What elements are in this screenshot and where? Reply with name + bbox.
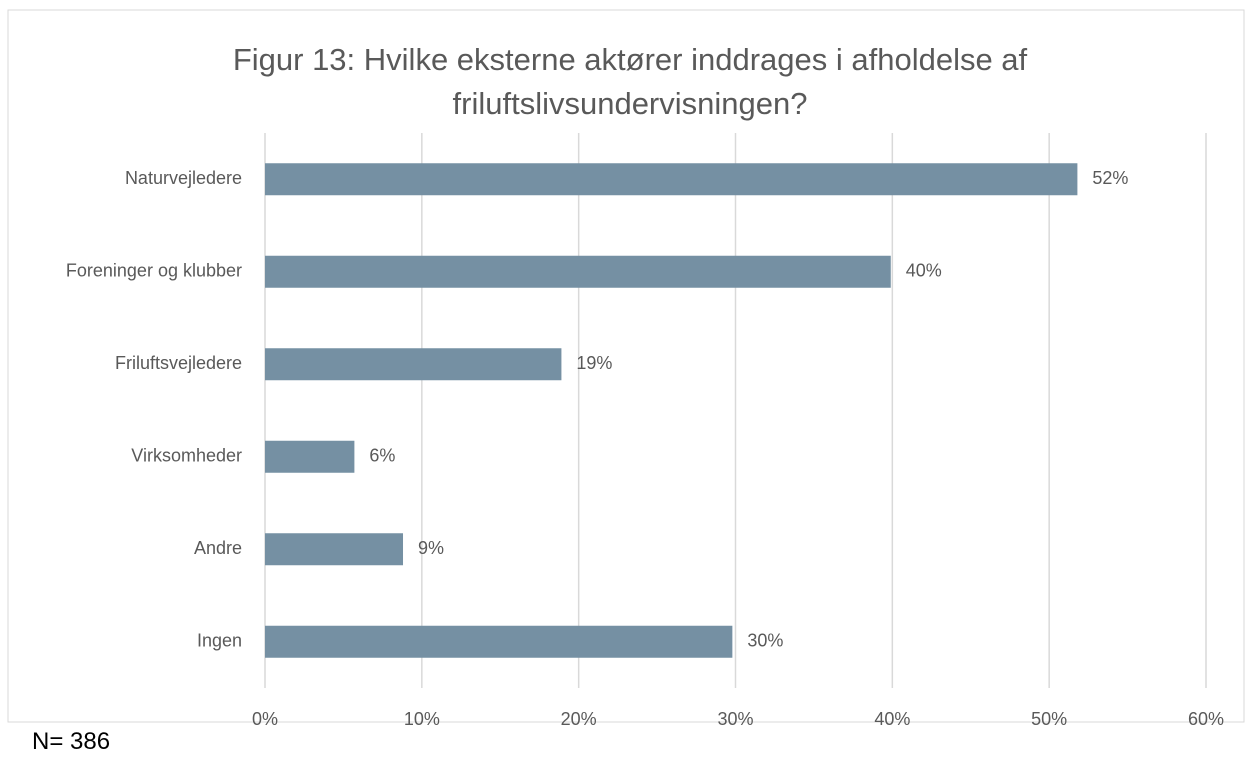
x-tick-label: 10% <box>404 709 440 729</box>
value-label: 40% <box>906 261 942 281</box>
bar <box>265 533 404 566</box>
bar <box>265 255 891 288</box>
x-tick-label: 40% <box>874 709 910 729</box>
value-label: 6% <box>369 446 395 466</box>
x-tick-label: 0% <box>252 709 278 729</box>
bar <box>265 625 733 658</box>
value-label: 19% <box>576 353 612 373</box>
x-tick-label: 20% <box>561 709 597 729</box>
y-tick-label: Naturvejledere <box>125 168 242 188</box>
y-tick-label: Virksomheder <box>131 446 242 466</box>
value-label: 30% <box>747 631 783 651</box>
chart-border <box>7 9 1245 723</box>
note: N= 386 <box>32 728 111 755</box>
y-tick-label: Foreninger og klubber <box>66 261 242 281</box>
x-tick-label: 60% <box>1188 709 1224 729</box>
x-tick-label: 30% <box>717 709 753 729</box>
value-label: 9% <box>418 538 444 558</box>
bar <box>265 163 1078 196</box>
bar <box>265 348 562 381</box>
y-tick-label: Ingen <box>197 631 242 651</box>
y-tick-label: Friluftsvejledere <box>115 353 242 373</box>
y-tick-label: Andre <box>194 538 242 558</box>
bar <box>265 440 355 473</box>
chart-title: Figur 13: Hvilke eksterne aktører inddra… <box>232 42 1028 121</box>
x-tick-label: 50% <box>1031 709 1067 729</box>
value-label: 52% <box>1092 168 1128 188</box>
